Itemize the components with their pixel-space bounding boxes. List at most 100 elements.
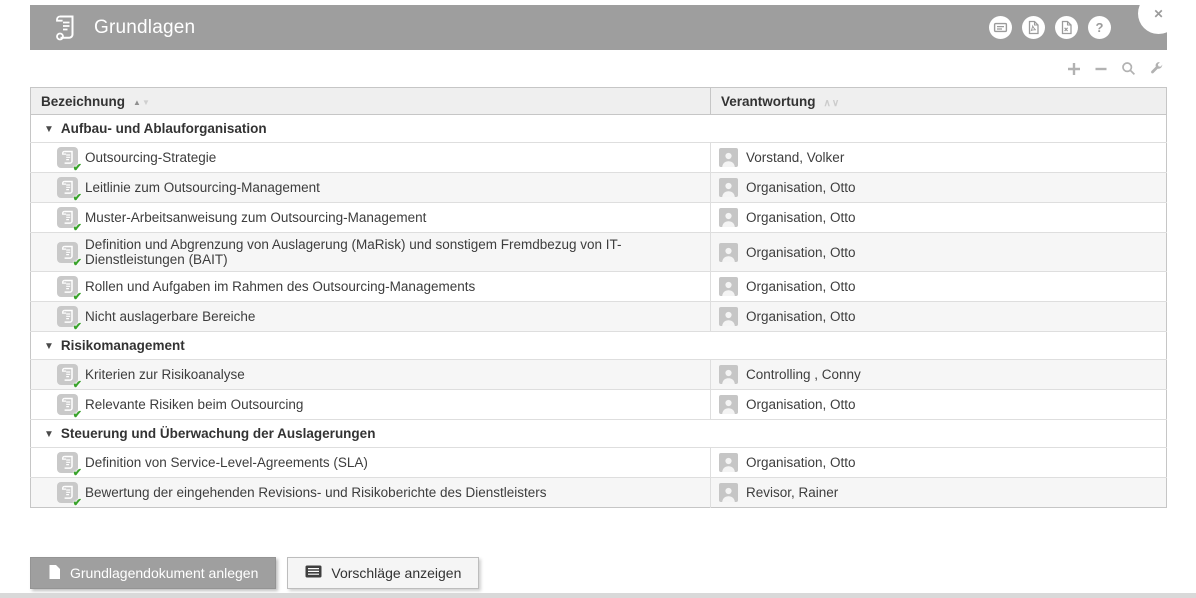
wrench-icon[interactable] [1149, 61, 1164, 76]
column-label: Bezeichnung [41, 93, 126, 109]
person-icon [719, 277, 738, 296]
grundlagen-table: Bezeichnung ▲▼ Verantwortung ∧∨ ▼ Aufbau- u… [30, 87, 1167, 509]
collapse-caret-icon[interactable]: ▼ [44, 429, 54, 440]
person-icon [719, 483, 738, 502]
bottom-divider [0, 593, 1196, 598]
responsible-label: Organisation, Otto [746, 455, 856, 470]
page-title: Grundlagen [94, 16, 196, 38]
show-vorschlaege-button[interactable]: Vorschläge anzeigen [287, 557, 480, 589]
add-icon[interactable] [1067, 62, 1081, 76]
category-label: Risikomanagement [60, 338, 185, 353]
help-icon-label: ? [1095, 20, 1104, 35]
column-header-bezeichnung[interactable]: Bezeichnung ▲▼ [30, 87, 711, 115]
table-body: ▼ Aufbau- und Ablauforganisation ✔ Outsourc… [30, 114, 1167, 509]
document-label[interactable]: Kriterien zur Risikoanalyse [85, 367, 245, 382]
category-label: Aufbau- und Ablauforganisation [60, 121, 267, 136]
check-icon: ✔ [72, 497, 82, 509]
responsible-label: Revisor, Rainer [746, 485, 839, 500]
person-icon [719, 365, 738, 384]
document-icon: ✔ [57, 306, 82, 333]
responsible-label: Organisation, Otto [746, 180, 856, 195]
sort-none-icon: ∧∨ [823, 97, 841, 109]
document-icon: ✔ [57, 177, 82, 204]
button-label: Vorschläge anzeigen [331, 565, 462, 581]
document-label[interactable]: Nicht auslagerbare Bereiche [85, 309, 256, 324]
category-row[interactable]: ▼ Steuerung und Überwachung der Auslageru… [30, 419, 1167, 448]
collapse-caret-icon[interactable]: ▼ [44, 341, 54, 352]
document-label[interactable]: Leitlinie zum Outsourcing-Management [85, 180, 320, 195]
help-icon[interactable]: ? [1088, 16, 1111, 39]
document-label[interactable]: Rollen und Aufgaben im Rahmen des Outsou… [85, 279, 476, 294]
responsible-label: Organisation, Otto [746, 309, 856, 324]
close-button[interactable]: ✕ [1138, 0, 1179, 34]
responsible-label: Organisation, Otto [746, 397, 856, 412]
check-icon: ✔ [72, 222, 82, 234]
title-bar: Grundlagen [30, 0, 1179, 50]
responsible-label: Organisation, Otto [746, 279, 856, 294]
document-label[interactable]: Bewertung der eingehenden Revisions- und… [85, 485, 547, 500]
category-label: Steuerung und Überwachung der Auslagerun… [60, 426, 376, 441]
word-export-icon[interactable] [1055, 16, 1078, 39]
person-icon [719, 208, 738, 227]
document-row[interactable]: ✔ Leitlinie zum Outsourcing-Management Org… [30, 172, 1167, 204]
footer-actions: Grundlagendokument anlegen Vorschläge an… [30, 557, 480, 589]
check-icon: ✔ [72, 409, 82, 421]
document-icon: ✔ [57, 394, 82, 421]
document-label[interactable]: Definition von Service-Level-Agreements … [85, 455, 368, 470]
person-icon [719, 242, 738, 262]
document-icon: ✔ [57, 452, 82, 479]
document-row[interactable]: ✔ Outsourcing-Strategie Vorstand, Volker [30, 142, 1167, 174]
person-icon [719, 395, 738, 414]
check-icon: ✔ [72, 162, 82, 174]
document-row[interactable]: ✔ Nicht auslagerbare Bereiche Organisation… [30, 301, 1167, 333]
remove-icon[interactable] [1094, 62, 1108, 76]
column-label: Verantwortung [721, 93, 816, 109]
person-icon [719, 148, 738, 167]
document-label[interactable]: Muster-Arbeitsanweisung zum Outsourcing-… [85, 210, 427, 225]
check-icon: ✔ [72, 192, 82, 204]
document-row[interactable]: ✔ Definition von Service-Level-Agreements… [30, 447, 1167, 479]
document-icon: ✔ [57, 482, 82, 509]
close-icon: ✕ [1153, 6, 1164, 21]
document-row[interactable]: ✔ Kriterien zur Risikoanalyse Controlling … [30, 359, 1167, 391]
list-icon [305, 565, 322, 581]
document-row[interactable]: ✔ Muster-Arbeitsanweisung zum Outsourcing… [30, 202, 1167, 234]
table-header-row: Bezeichnung ▲▼ Verantwortung ∧∨ [30, 87, 1167, 115]
check-icon: ✔ [72, 467, 82, 479]
document-icon: ✔ [57, 147, 82, 174]
text-card-icon[interactable] [989, 16, 1012, 39]
document-label[interactable]: Outsourcing-Strategie [85, 150, 217, 165]
search-icon[interactable] [1121, 61, 1136, 76]
document-icon: ✔ [57, 207, 82, 234]
document-icon: ✔ [57, 241, 82, 269]
create-grundlagendokument-button[interactable]: Grundlagendokument anlegen [30, 557, 277, 589]
document-row[interactable]: ✔ Relevante Risiken beim Outsourcing Organ… [30, 389, 1167, 421]
button-label: Grundlagendokument anlegen [70, 565, 259, 581]
check-icon: ✔ [72, 321, 82, 333]
document-icon: ✔ [57, 364, 82, 391]
check-icon: ✔ [72, 291, 82, 303]
category-row[interactable]: ▼ Risikomanagement [30, 331, 1167, 360]
person-icon [719, 453, 738, 472]
document-icon: ✔ [57, 276, 82, 303]
category-row[interactable]: ▼ Aufbau- und Ablauforganisation [30, 114, 1167, 143]
sort-asc-icon: ▲▼ [133, 97, 151, 107]
document-row[interactable]: ✔ Definition und Abgrenzung von Auslageru… [30, 232, 1167, 272]
grundlagen-panel: Grundlagen [30, 0, 1179, 509]
check-icon: ✔ [72, 379, 82, 391]
column-header-verantwortung[interactable]: Verantwortung ∧∨ [710, 87, 1167, 115]
check-icon: ✔ [72, 256, 82, 269]
document-page-icon [48, 564, 61, 583]
collapse-caret-icon[interactable]: ▼ [44, 124, 54, 135]
pdf-export-icon[interactable] [1022, 16, 1045, 39]
document-label[interactable]: Relevante Risiken beim Outsourcing [85, 397, 304, 412]
person-icon [719, 178, 738, 197]
document-label[interactable]: Definition und Abgrenzung von Auslagerun… [85, 237, 622, 267]
responsible-label: Vorstand, Volker [746, 150, 845, 165]
responsible-label: Controlling , Conny [746, 367, 861, 382]
document-row[interactable]: ✔ Rollen und Aufgaben im Rahmen des Outso… [30, 271, 1167, 303]
table-toolbar [30, 50, 1167, 87]
scroll-document-icon [52, 13, 79, 42]
titlebar-actions: ? [989, 16, 1111, 39]
document-row[interactable]: ✔ Bewertung der eingehenden Revisions- un… [30, 477, 1167, 509]
